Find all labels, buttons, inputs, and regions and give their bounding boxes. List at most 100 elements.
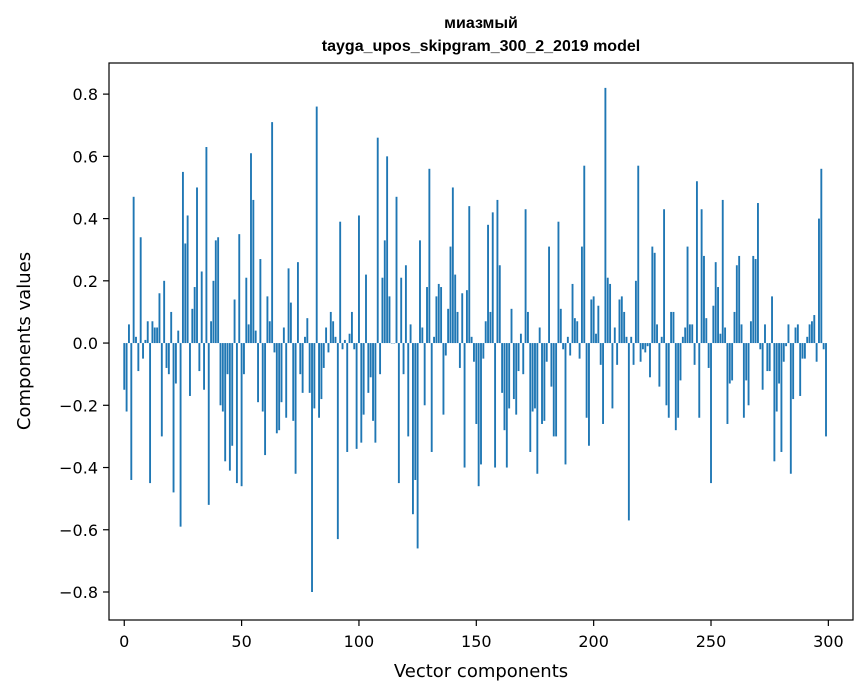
bar: [149, 343, 152, 484]
bar: [449, 246, 452, 344]
bar: [458, 343, 461, 368]
bar: [538, 327, 541, 344]
bar: [468, 206, 471, 344]
bar: [557, 221, 560, 344]
bar: [778, 343, 781, 384]
bar: [320, 343, 323, 400]
bar: [515, 343, 518, 415]
bar: [745, 343, 748, 381]
bar: [250, 153, 252, 344]
bar: [498, 265, 501, 344]
bar: [656, 324, 658, 344]
bar: [735, 265, 738, 344]
bar: [503, 343, 506, 431]
bar: [360, 343, 363, 443]
bar: [726, 343, 729, 424]
bar: [487, 224, 489, 344]
bar: [712, 305, 715, 344]
bar: [508, 343, 511, 409]
bar: [240, 343, 243, 487]
bar: [461, 293, 464, 344]
bar: [470, 336, 473, 344]
bar: [268, 321, 271, 344]
bar: [245, 277, 248, 344]
bar: [205, 147, 208, 344]
bar: [311, 343, 313, 592]
bar: [219, 343, 222, 406]
bar: [681, 336, 684, 344]
x-tick-label: 100: [344, 632, 375, 651]
bar: [555, 343, 558, 437]
bar: [465, 290, 468, 344]
bar: [484, 321, 487, 344]
bar: [602, 343, 604, 424]
bar: [409, 324, 412, 344]
bar: [306, 318, 309, 344]
bar: [287, 268, 290, 344]
bar: [299, 343, 302, 375]
bar: [613, 327, 616, 344]
bar: [611, 343, 614, 409]
bar: [376, 137, 379, 344]
x-tick-label: 50: [231, 632, 251, 651]
bar: [522, 343, 525, 375]
bar: [172, 343, 175, 493]
bar: [437, 283, 440, 344]
bar: [404, 265, 407, 344]
bar: [759, 343, 762, 350]
bar: [294, 343, 297, 474]
bar: [181, 171, 184, 344]
bar: [144, 339, 147, 344]
bar: [714, 262, 717, 344]
bar: [693, 343, 696, 365]
y-tick-label: 0.0: [73, 334, 98, 353]
bar: [576, 321, 579, 344]
bar: [792, 343, 795, 400]
bar: [214, 240, 217, 344]
bar: [235, 343, 238, 484]
bar: [559, 308, 562, 344]
bar: [609, 283, 612, 344]
bar: [642, 343, 644, 350]
bar: [473, 343, 475, 362]
bar: [224, 343, 227, 462]
bar: [695, 181, 698, 344]
bar: [135, 336, 137, 344]
bar: [315, 106, 318, 344]
bar: [620, 296, 623, 344]
bar: [705, 318, 708, 344]
bar: [698, 343, 701, 418]
x-tick-label: 200: [578, 632, 609, 651]
bar: [482, 343, 485, 359]
bar: [808, 324, 811, 344]
bar: [766, 343, 769, 372]
bar: [728, 343, 731, 384]
bar: [545, 343, 548, 362]
bar: [665, 343, 668, 406]
y-tick-label: −0.4: [59, 459, 98, 478]
bar: [146, 321, 149, 344]
bar: [536, 343, 539, 474]
bar: [402, 343, 405, 375]
bar: [653, 252, 656, 344]
plot-frame: [108, 62, 854, 621]
bar: [278, 343, 281, 431]
bar: [606, 277, 609, 344]
bar: [496, 199, 499, 344]
bar: [301, 343, 304, 393]
x-axis-label: Vector components: [394, 661, 568, 682]
bar: [637, 165, 640, 344]
bar: [428, 168, 431, 344]
bar: [494, 343, 497, 468]
bar: [259, 259, 262, 344]
bar: [257, 343, 259, 403]
bar: [801, 343, 804, 359]
bar: [407, 343, 410, 437]
bar: [616, 343, 619, 365]
bar: [167, 343, 170, 375]
bar: [632, 343, 635, 365]
bar: [421, 327, 424, 344]
bar: [444, 343, 447, 356]
bar: [336, 343, 339, 540]
bar: [768, 343, 771, 372]
